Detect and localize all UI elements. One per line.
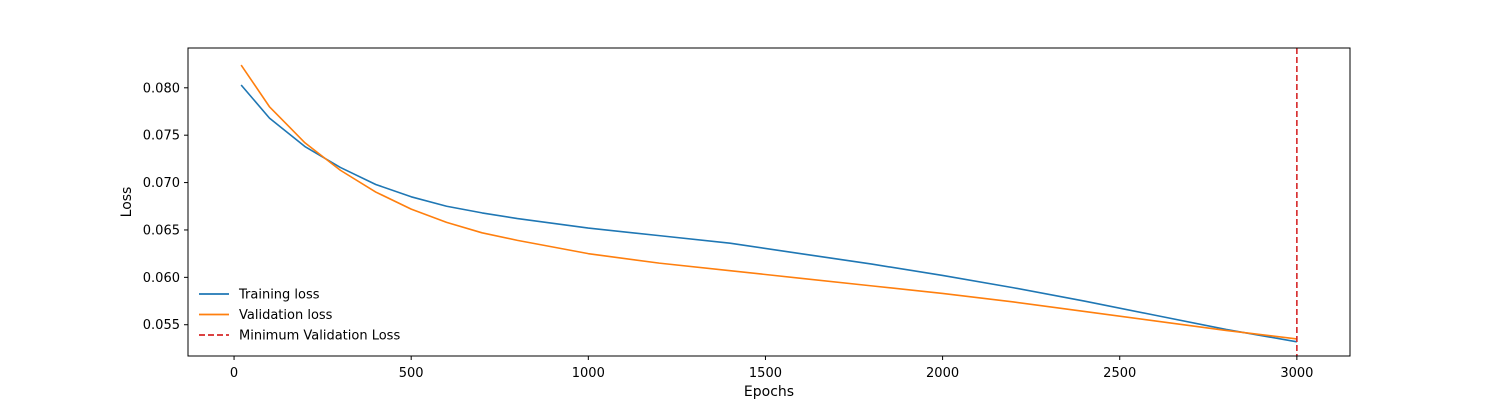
x-axis-label: Epochs [744,384,794,400]
x-tick-label: 2500 [1103,366,1136,381]
x-tick-label: 3000 [1280,366,1313,381]
legend-label: Validation loss [239,308,333,323]
legend: Training loss Validation loss Minimum Vali… [199,288,400,344]
y-tick-label: 0.055 [143,318,180,333]
x-tick-label: 1500 [749,366,782,381]
y-axis-label: Loss [119,187,135,218]
plot-area [240,48,1298,356]
legend-label: Minimum Validation Loss [239,329,400,344]
series-line-validation-loss [240,64,1297,340]
x-tick-label: 500 [399,366,424,381]
series-line-training-loss [240,84,1297,343]
plot-frame [187,47,1351,357]
legend-label: Training loss [238,288,320,303]
y-tick-label: 0.075 [143,129,180,144]
x-tick-label: 0 [230,366,238,381]
y-tick-label: 0.065 [143,223,180,238]
x-tick-label: 2000 [926,366,959,381]
y-tick-label: 0.060 [143,271,180,286]
x-axis: 0 500 1000 1500 2000 2500 3000 [230,356,1313,381]
y-tick-label: 0.070 [143,176,180,191]
y-tick-label: 0.080 [143,81,180,96]
y-axis: 0.055 0.060 0.065 0.070 0.075 0.080 [143,81,188,333]
x-tick-label: 1000 [572,366,605,381]
